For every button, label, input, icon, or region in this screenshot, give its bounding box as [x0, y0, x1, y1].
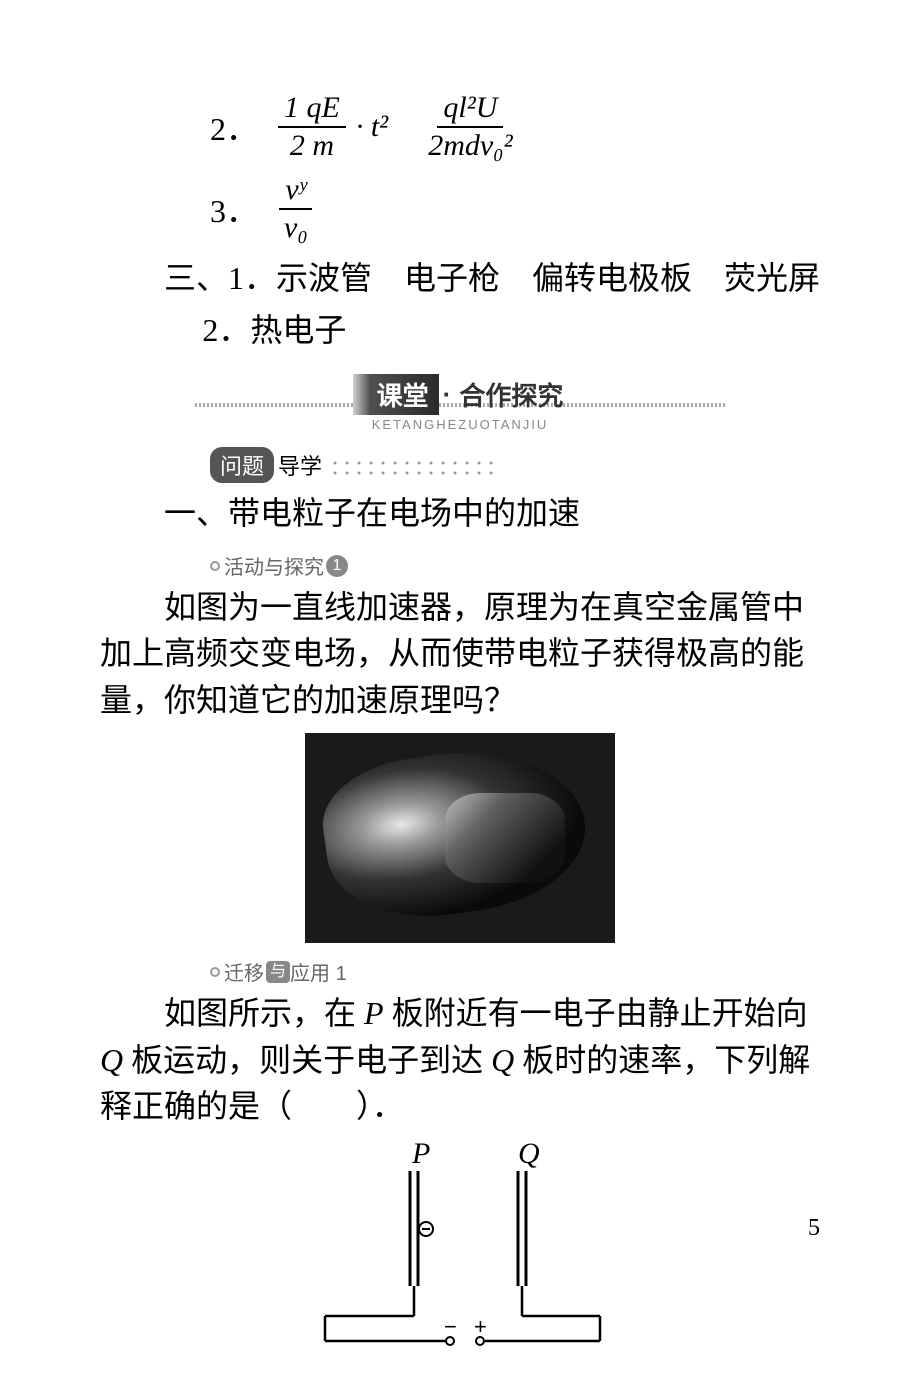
formula-item-2: 2． 1 qE 2 m · t² ql²U 2mdv₀² [210, 90, 820, 164]
formula-item-3: 3． vʸ v₀ [210, 172, 820, 246]
circuit-label-Q: Q [518, 1141, 540, 1170]
banner-dot: · [439, 377, 456, 412]
sub-label-activity: 活动与探究 1 [210, 551, 820, 580]
sub-label-migrate: 迁移 与 应用 1 [210, 957, 820, 986]
banner-light-text: 合作探究 [455, 374, 567, 415]
q-mid2: 板运动，则关于电子到达 [123, 1042, 491, 1078]
heading-1: 一、带电粒子在电场中的加速 [100, 489, 820, 537]
formula-2-frac1: 1 qE 2 m [278, 90, 346, 164]
formula-2-frac2: ql²U 2mdv₀² [422, 90, 518, 164]
banner-pinyin: KETANGHEZUOTANJIU [195, 417, 725, 432]
formula-2-number: 2． [210, 104, 258, 150]
q-var-Q: Q [100, 1042, 123, 1078]
label-wenti: 问题 导学 ：：：：：：：：：：：：：： [210, 447, 820, 483]
page-number: 5 [808, 1215, 820, 1242]
ring-icon-2 [210, 967, 220, 977]
para-san-1: 三、1．示波管 电子枪 偏转电极板 荧光屏 [100, 254, 820, 302]
q-var-Q2: Q [491, 1042, 514, 1078]
circuit-plus: + [474, 1314, 487, 1339]
dots-decoration: ：：：：：：：：：：：：：： [330, 451, 508, 480]
migrate-text-1: 迁移 [224, 957, 264, 986]
q-mid1: 板附近有一电子由静止开始向 [384, 995, 808, 1031]
circuit-minus: − [444, 1314, 457, 1339]
activity-paragraph: 如图为一直线加速器，原理为在真空金属管中加上高频交变电场，从而使带电粒子获得极高… [100, 584, 820, 723]
formula-3-number: 3． [210, 186, 258, 232]
circuit-label-P: P [411, 1141, 430, 1170]
formula-2-t2: · t² [356, 110, 388, 144]
migrate-yu: 与 [266, 961, 290, 983]
section-banner: 课堂 · 合作探究 KETANGHEZUOTANJIU [100, 374, 820, 437]
q-var-P: P [364, 995, 384, 1031]
question-paragraph: 如图所示，在 P 板附近有一电子由静止开始向 Q 板运动，则关于电子到达 Q 板… [100, 990, 820, 1129]
q-pre: 如图所示，在 [164, 995, 364, 1031]
ring-icon [210, 561, 220, 571]
banner-dark-text: 课堂 [353, 374, 439, 415]
activity-text-label: 活动与探究 [224, 551, 324, 580]
formula-3-frac: vʸ v₀ [278, 172, 314, 246]
migrate-text-2: 应用 1 [290, 957, 347, 986]
pill-wenti: 问题 [210, 447, 274, 483]
para-san-2: 2．热电子 [100, 306, 820, 354]
circuit-diagram: P Q − + [300, 1141, 620, 1359]
accelerator-photo [305, 733, 615, 943]
pill-text-daoxue: 导学 [278, 449, 322, 481]
activity-badge: 1 [326, 555, 348, 577]
